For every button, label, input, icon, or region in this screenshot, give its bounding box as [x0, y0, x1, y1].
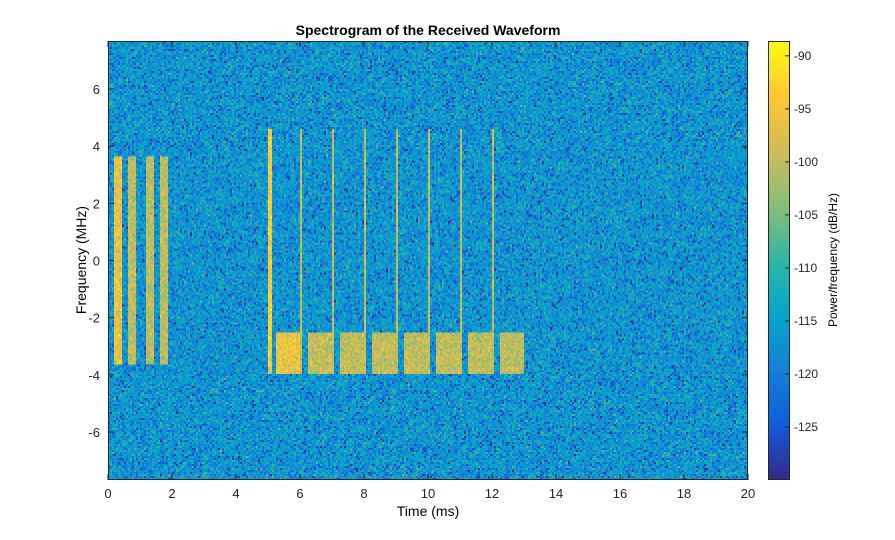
signal-block	[371, 332, 397, 375]
x-tick-label: 6	[296, 486, 303, 501]
colorbar-tick-label: -90	[794, 49, 812, 63]
y-tick-label: 0	[93, 254, 100, 269]
y-tick-label: 6	[93, 82, 100, 97]
colorbar-tick-label: -110	[794, 261, 817, 275]
colorbar-tick-label: -95	[794, 102, 812, 116]
signal-line	[493, 129, 495, 375]
x-tick-label: 0	[104, 486, 111, 501]
signal-line	[301, 129, 303, 375]
x-tick-label: 8	[360, 486, 367, 501]
x-tick-label: 12	[485, 486, 499, 501]
x-axis-label: Time (ms)	[397, 503, 459, 519]
colorbar-tick-label: -100	[794, 155, 818, 169]
x-tick-label: 4	[232, 486, 239, 501]
colorbar-tick-label: -125	[794, 420, 818, 434]
signal-burst	[127, 158, 136, 364]
y-tick-label: 4	[93, 139, 100, 154]
x-tick-label: 10	[421, 486, 435, 501]
signal-line	[397, 129, 399, 375]
y-tick-label: -4	[88, 368, 100, 383]
x-tick-label: 18	[677, 486, 691, 501]
colorbar-tick-label: -115	[794, 314, 817, 328]
signal-line	[461, 129, 463, 375]
colorbar-label: Power/frequency (dB/Hz)	[826, 193, 840, 327]
colorbar-tick-label: -120	[794, 367, 818, 381]
x-tick-label: 14	[549, 486, 563, 501]
colorbar-tick-label: -105	[794, 208, 818, 222]
x-tick-label: 20	[741, 486, 755, 501]
y-tick-label: -6	[88, 425, 100, 440]
signal-block	[403, 332, 429, 375]
y-tick-label: -2	[88, 311, 100, 326]
signal-block	[467, 332, 493, 375]
signal-line	[268, 129, 272, 375]
x-tick-label: 2	[168, 486, 175, 501]
signal-block	[275, 332, 301, 375]
plot-frame	[108, 41, 748, 480]
signal-line	[333, 129, 335, 375]
signal-block	[307, 332, 333, 375]
signal-burst	[159, 158, 168, 364]
colorbar	[768, 41, 790, 480]
y-axis-label: Frequency (MHz)	[73, 206, 89, 314]
signal-burst	[113, 158, 122, 364]
signal-burst	[145, 158, 154, 364]
signal-line	[429, 129, 431, 375]
spectrogram-heatmap	[108, 41, 748, 480]
signal-block	[499, 332, 525, 375]
y-tick-label: 2	[93, 196, 100, 211]
signal-line	[365, 129, 367, 375]
chart-title: Spectrogram of the Received Waveform	[296, 22, 561, 38]
signal-block	[339, 332, 365, 375]
x-tick-label: 16	[613, 486, 627, 501]
signal-block	[435, 332, 461, 375]
